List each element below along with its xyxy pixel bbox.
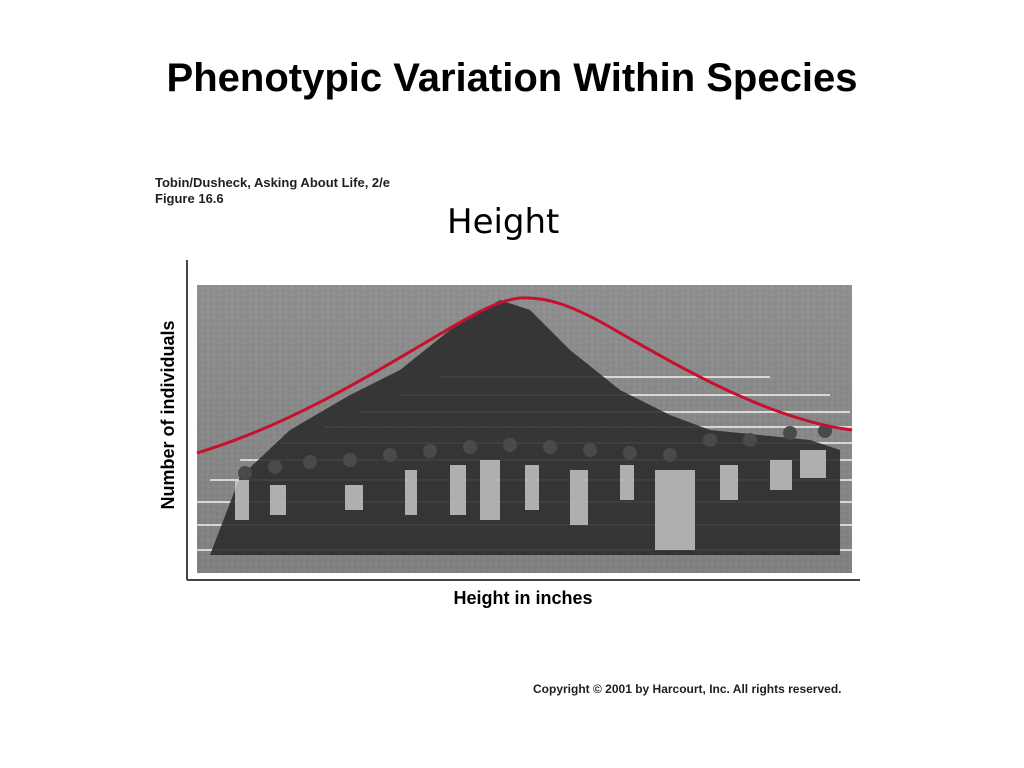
figure-source: Tobin/Dusheck, Asking About Life, 2/e Fi…	[155, 175, 390, 207]
height-distribution-figure	[186, 260, 860, 581]
source-line-2: Figure 16.6	[155, 191, 224, 206]
slide-title: Phenotypic Variation Within Species	[166, 56, 858, 100]
distribution-curve	[196, 296, 853, 455]
copyright-notice: Copyright © 2001 by Harcourt, Inc. All r…	[533, 682, 842, 696]
crowd-photo	[197, 285, 852, 573]
x-axis-label: Height in inches	[453, 588, 593, 608]
source-line-1: Tobin/Dusheck, Asking About Life, 2/e	[155, 175, 390, 190]
y-axis-label: Number of individuals	[157, 320, 178, 510]
slide-subtitle: Height	[447, 202, 560, 242]
